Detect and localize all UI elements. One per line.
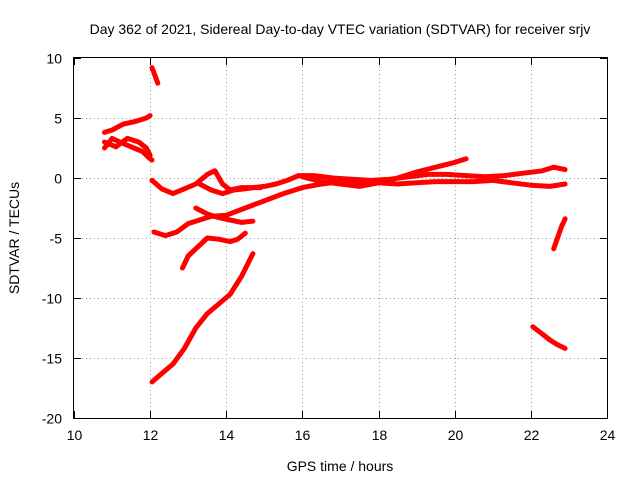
series-layer bbox=[102, 65, 568, 385]
x-tick-label: 14 bbox=[219, 427, 235, 443]
series-arc-9 bbox=[299, 156, 469, 189]
x-tick-label: 12 bbox=[143, 427, 159, 443]
x-tick-label: 18 bbox=[372, 427, 388, 443]
y-tick-label: -10 bbox=[42, 291, 62, 307]
grid-lines bbox=[74, 58, 607, 418]
axis-ticks bbox=[74, 58, 608, 419]
series-arc-12 bbox=[530, 324, 568, 351]
series-arc-4 bbox=[149, 65, 161, 86]
series-arc-8 bbox=[193, 205, 256, 225]
y-tick-label: 5 bbox=[54, 111, 62, 127]
y-tick-label: -20 bbox=[42, 411, 62, 427]
series-arc-10 bbox=[180, 230, 248, 271]
series-arc-13 bbox=[551, 216, 568, 252]
tick-labels: 10 12 14 16 18 20 22 24 -20 -15 -10 -5 0 5 10 bbox=[42, 51, 616, 444]
y-tick-label: 0 bbox=[54, 171, 62, 187]
x-tick-label: 10 bbox=[67, 427, 83, 443]
chart-title: Day 362 of 2021, Sidereal Day-to-day VTE… bbox=[90, 21, 591, 37]
plot-frame bbox=[73, 57, 608, 419]
y-tick-label: -5 bbox=[50, 231, 63, 247]
series-arc-6 bbox=[197, 181, 264, 197]
series-arc-11 bbox=[149, 251, 256, 385]
x-tick-label: 20 bbox=[448, 427, 464, 443]
y-axis-label: SDTVAR / TECUs bbox=[6, 182, 22, 294]
x-tick-label: 16 bbox=[295, 427, 311, 443]
y-tick-label: 10 bbox=[46, 51, 62, 67]
series-arc-1 bbox=[102, 113, 153, 135]
x-axis-label: GPS time / hours bbox=[287, 458, 394, 474]
series-arc-3 bbox=[102, 135, 153, 158]
x-tick-label: 24 bbox=[600, 427, 616, 443]
series-arc-2 bbox=[102, 135, 155, 163]
x-tick-label: 22 bbox=[524, 427, 540, 443]
y-tick-label: -15 bbox=[42, 351, 62, 367]
